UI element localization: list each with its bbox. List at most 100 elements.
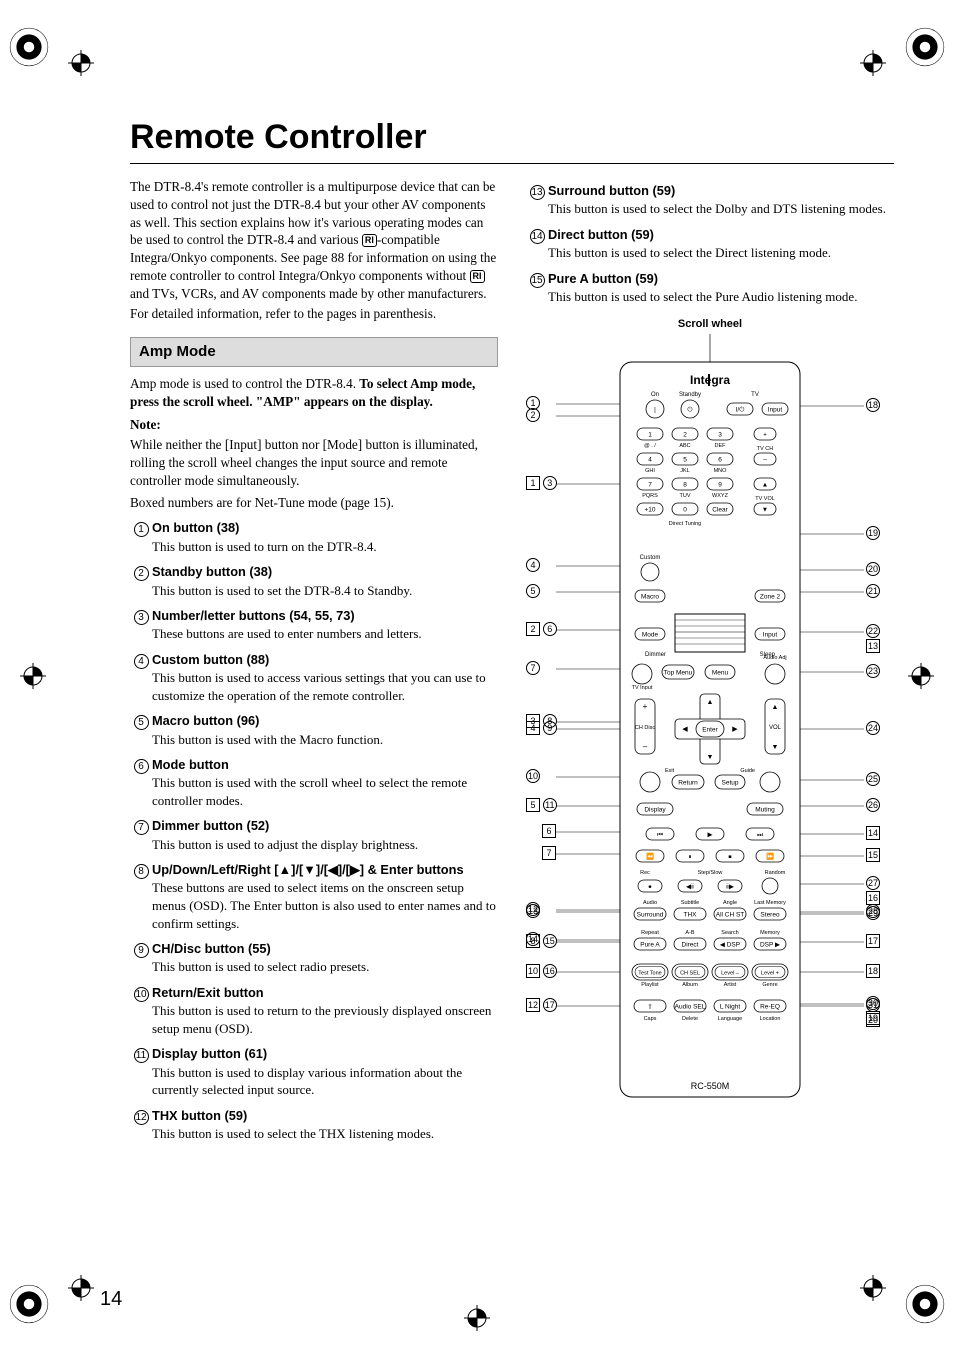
callout: 17 (866, 934, 880, 949)
callout: 14 (866, 826, 880, 841)
svg-text:▲: ▲ (762, 482, 768, 489)
note-label: Note: (130, 416, 498, 434)
svg-text:Top Menu: Top Menu (664, 670, 693, 677)
svg-text:ABC: ABC (679, 443, 690, 449)
svg-text:TV VOL: TV VOL (755, 496, 775, 502)
callout: 18 (866, 964, 880, 979)
svg-text:Input: Input (763, 632, 778, 639)
svg-text:Search: Search (721, 930, 738, 936)
callout: 20 (866, 562, 880, 577)
svg-text:CH SEL: CH SEL (680, 971, 700, 977)
svg-text:Enter: Enter (702, 727, 718, 734)
callout: 31 20 (866, 998, 894, 1027)
svg-text:Display: Display (644, 807, 666, 814)
svg-text:Re-EQ: Re-EQ (760, 1004, 780, 1011)
item-desc: This button is used to turn on the DTR-8… (152, 538, 498, 556)
svg-text:Direct Tuning: Direct Tuning (669, 521, 701, 527)
svg-text:Stereo: Stereo (760, 912, 780, 919)
svg-text:WXYZ: WXYZ (712, 493, 729, 499)
list-item: 7Dimmer button (52)This button is used t… (130, 817, 498, 857)
svg-text:▼: ▼ (707, 754, 714, 761)
item-list-right: 13Surround button (59)This button is use… (526, 182, 894, 309)
item-body: Dimmer button (52)This button is used to… (152, 817, 498, 857)
item-number: 12 (130, 1107, 152, 1147)
callout: 12 17 (526, 998, 557, 1013)
page-title: Remote Controller (130, 118, 894, 157)
title-rule (130, 163, 894, 164)
amp-mode-intro: Amp mode is used to control the DTR-8.4.… (130, 375, 498, 411)
item-body: Number/letter buttons (54, 55, 73)These … (152, 607, 498, 647)
callout: 29 (866, 906, 880, 921)
callout: 1 (526, 396, 540, 411)
item-number: 8 (130, 861, 152, 936)
svg-text:⇧: ⇧ (647, 1003, 652, 1011)
item-title: On button (38) (152, 519, 498, 536)
svg-text:Macro: Macro (641, 594, 659, 601)
svg-text:Standby: Standby (679, 392, 701, 398)
svg-text:+: + (763, 432, 767, 439)
item-desc: This button is used to select radio pres… (152, 958, 498, 976)
svg-text:On: On (651, 392, 659, 398)
item-list-left: 1On button (38) This button is used to tu… (130, 519, 498, 1146)
item-title: Pure A button (59) (548, 270, 894, 287)
intro-p2: For detailed information, refer to the p… (130, 305, 498, 323)
svg-text:Playlist: Playlist (641, 982, 659, 988)
svg-text:Step/Slow: Step/Slow (698, 870, 723, 876)
item-number: 11 (130, 1045, 152, 1102)
svg-text:⏹: ⏹ (728, 854, 731, 861)
item-number: 10 (130, 984, 152, 1041)
item-number: 1 (130, 519, 152, 559)
callout: 5 11 (526, 798, 557, 813)
item-desc: This button is used with the Macro funct… (152, 731, 498, 749)
item-desc: This button is used to set the DTR-8.4 t… (152, 582, 498, 600)
svg-text:DEF: DEF (715, 443, 727, 449)
svg-text:Mode: Mode (642, 632, 659, 639)
svg-text:Pure A: Pure A (640, 942, 660, 949)
svg-text:Test Tone: Test Tone (638, 971, 661, 977)
svg-text:▼: ▼ (762, 507, 768, 514)
svg-text:All CH ST: All CH ST (716, 912, 745, 919)
list-item: 2Standby button (38)This button is used … (130, 563, 498, 603)
svg-text:▼: ▼ (772, 744, 779, 751)
item-number: 15 (526, 270, 548, 310)
item-body: Surround button (59)This button is used … (548, 182, 894, 222)
svg-text:0: 0 (683, 507, 687, 514)
svg-text:Audio SEL: Audio SEL (675, 1004, 706, 1011)
svg-text:CH Disc: CH Disc (635, 725, 655, 731)
svg-text:Clear: Clear (712, 507, 728, 514)
item-title: Custom button (88) (152, 651, 498, 668)
boxed-note: Boxed numbers are for Net-Tune mode (pag… (130, 494, 498, 512)
item-body: Up/Down/Left/Right [▲]/[▼]/[◀]/[▶] & Ent… (152, 861, 498, 936)
svg-text:9: 9 (718, 482, 722, 489)
svg-text:◀: ◀ (682, 726, 688, 733)
amp-mode-intro-a: Amp mode is used to control the DTR-8.4. (130, 376, 359, 391)
svg-text:Rec: Rec (640, 870, 650, 876)
svg-text:⏪: ⏪ (646, 853, 654, 861)
svg-text:L Night: L Night (720, 1004, 741, 1011)
callout: 7 (542, 846, 556, 861)
svg-text:Return: Return (678, 780, 698, 787)
item-desc: This button is used with the scroll whee… (152, 774, 498, 809)
svg-text:Dimmer: Dimmer (645, 652, 666, 658)
svg-text:Angle: Angle (723, 900, 737, 906)
svg-text:@ . /: @ . / (644, 443, 656, 449)
svg-text:VOL: VOL (769, 725, 782, 731)
svg-text:◀ DSP: ◀ DSP (720, 942, 740, 949)
svg-text:Guide: Guide (740, 768, 755, 774)
svg-text:Memory: Memory (760, 930, 780, 936)
callout: 21 (866, 584, 880, 599)
svg-text:◀ⅱ: ◀ⅱ (686, 884, 694, 891)
list-item: 8Up/Down/Left/Right [▲]/[▼]/[◀]/[▶] & En… (130, 861, 498, 936)
item-title: Up/Down/Left/Right [▲]/[▼]/[◀]/[▶] & Ent… (152, 861, 498, 878)
ri-icon: RI (470, 270, 485, 283)
callout: 7 (526, 661, 540, 676)
svg-text:▲: ▲ (707, 699, 714, 706)
svg-text:Menu: Menu (712, 670, 729, 677)
item-title: Macro button (96) (152, 712, 498, 729)
svg-text:▲: ▲ (772, 704, 779, 711)
callout: 19 (866, 526, 880, 541)
svg-text:Artist: Artist (724, 982, 737, 988)
list-item: 11Display button (61)This button is used… (130, 1045, 498, 1102)
callout: 28 (866, 904, 880, 919)
callout: 18 (866, 398, 880, 413)
